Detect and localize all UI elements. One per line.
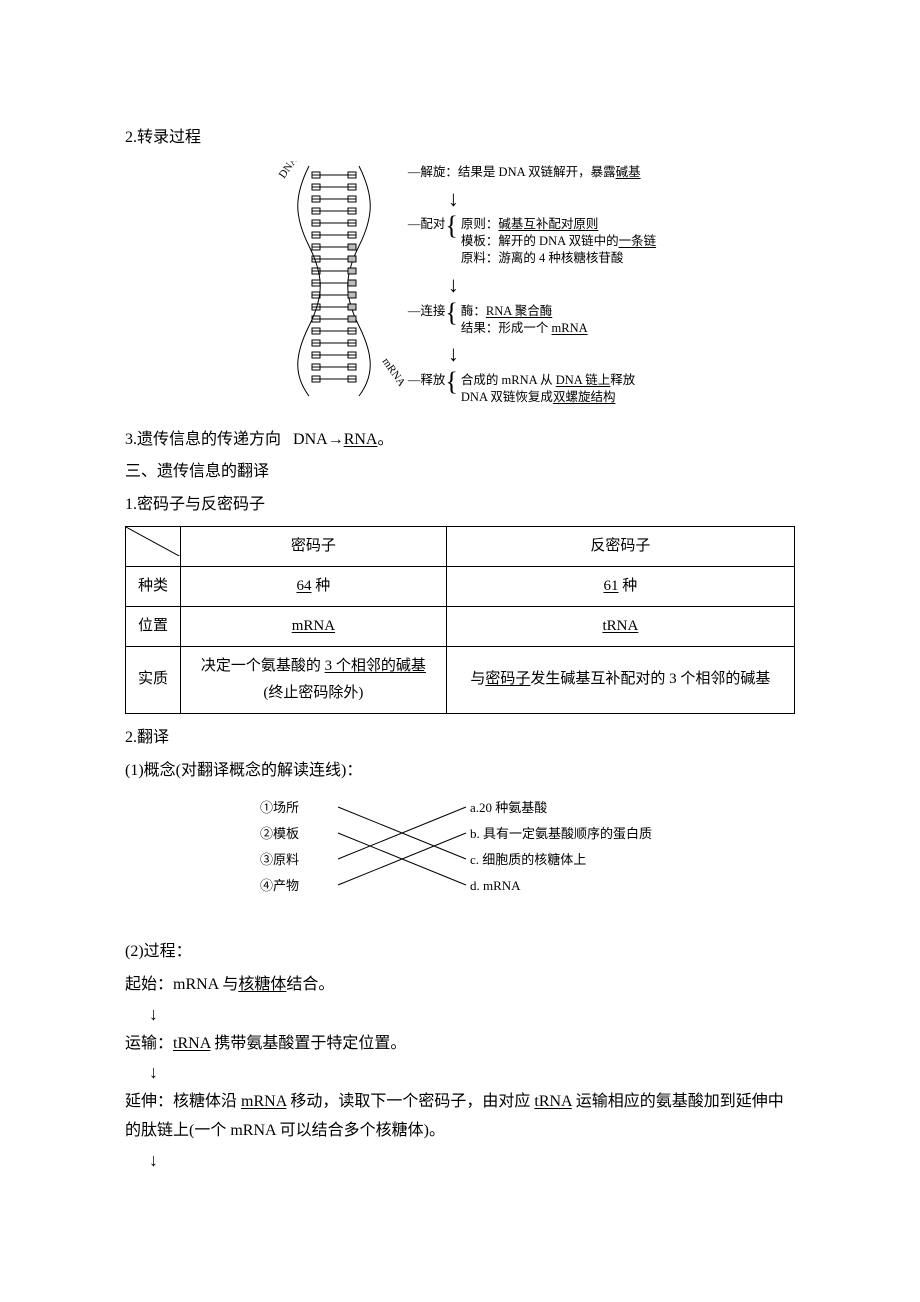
pair-row: — 配对 { 原则：碱基互补配对原则 模板：解开的 DNA 双链中的一条链 原料… [408,216,656,267]
down-arrow-icon: ↓ [448,270,656,300]
pos-anticodon: tRNA [446,606,794,646]
col-anticodon: 反密码子 [446,526,794,566]
cross-left-item: ②模板 [260,822,340,845]
cross-figure: ①场所 ②模板 ③原料 ④产物 a.20 种氨基酸 b. 具有一定氨基酸顺序的蛋白质 c. … [125,794,795,925]
cross-left-item: ①场所 [260,796,340,819]
heading-transcription: 2.转录过程 [125,124,795,153]
step-elongate: 延伸：核糖体沿 mRNA 移动，读取下一个密码子，由对应 tRNA 运输相应的氨… [125,1088,795,1146]
heading-translation: 三、遗传信息的翻译 [125,458,795,487]
down-arrow-icon: ↓ [149,1150,795,1172]
codon-subhead: 1.密码子与反密码子 [125,491,795,520]
release-row: — 释放 { 合成的 mRNA 从 DNA 链上释放 DNA 双链恢复成双螺旋结… [408,372,656,406]
translate-head: 2.翻译 [125,724,795,753]
cross-left-item: ④产物 [260,874,340,897]
step-start: 起始：mRNA 与核糖体结合。 [125,971,795,1000]
row-kind: 种类 [126,566,181,606]
link-row: — 连接 { 酶：RNA 聚合酶 结果：形成一个 mRNA [408,303,656,337]
pos-codon: mRNA [181,606,447,646]
cross-right-item: b. 具有一定氨基酸顺序的蛋白质 [470,822,670,845]
ess-anticodon: 与密码子发生碱基互补配对的 3 个相邻的碱基 [446,646,794,713]
col-codon: 密码子 [181,526,447,566]
down-arrow-icon: ↓ [448,339,656,369]
cross-left-item: ③原料 [260,848,340,871]
table-corner [126,526,181,566]
cross-right-item: a.20 种氨基酸 [470,796,670,819]
translate-p1: (1)概念(对翻译概念的解读连线)： [125,757,795,786]
dna-helix-icon: DNA mRNA (function(){ const svg = docume… [264,161,404,409]
dna-label: DNA [277,161,301,181]
row-pos: 位置 [126,606,181,646]
transcription-figure: DNA mRNA (function(){ const svg = docume… [125,161,795,412]
kind-anticodon: 61 种 [446,566,794,606]
down-arrow-icon: ↓ [149,1062,795,1084]
ess-codon: 决定一个氨基酸的 3 个相邻的碱基 (终止密码除外) [181,646,447,713]
direction-line: 3.遗传信息的传递方向 DNA→RNA。 [125,426,795,455]
cross-right-item: c. 细胞质的核糖体上 [470,848,670,871]
mrna-label: mRNA [379,356,403,389]
unwind-row: — 解旋： 结果是 DNA 双链解开，暴露 碱基 [408,164,656,181]
down-arrow-icon: ↓ [149,1004,795,1026]
cross-right-item: d. mRNA [470,874,670,897]
down-arrow-icon: ↓ [448,184,656,214]
row-essence: 实质 [126,646,181,713]
step-transport: 运输：tRNA 携带氨基酸置于特定位置。 [125,1030,795,1059]
kind-codon: 64 种 [181,566,447,606]
codon-table: 密码子 反密码子 种类 64 种 61 种 位置 mRNA tRNA 实质 决定… [125,526,795,714]
translate-p2: (2)过程： [125,938,795,967]
